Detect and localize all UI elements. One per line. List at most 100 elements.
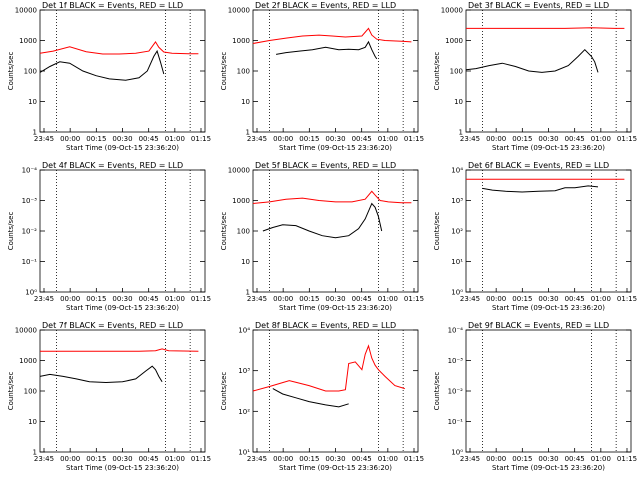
x-tick-label: 00:30 [538,295,558,303]
x-tick-label: 01:00 [591,135,611,143]
x-tick-label: 00:00 [486,455,506,463]
panel-title: Det 8f BLACK = Events, RED = LLD [255,321,396,330]
series-events [39,49,165,81]
x-tick-label: 23:45 [247,455,267,463]
x-tick-label: 23:45 [34,295,54,303]
x-tick-label: 01:15 [404,455,424,463]
plot-frame [39,169,206,293]
y-tick-label: 10⁻¹ [448,418,464,426]
y-tick-label: 1000 [445,37,463,45]
series-events [276,40,378,60]
x-tick-label: 23:45 [247,135,267,143]
series-lld [466,27,625,29]
x-axis-label: Start Time (09-Oct-15 23:36:20) [492,464,605,472]
x-axis-label: Start Time (09-Oct-15 23:36:20) [279,304,392,312]
plot-frame [39,9,206,133]
series-lld [40,348,199,352]
y-tick-label: 10⁻³ [448,357,464,365]
x-tick-label: 23:45 [247,295,267,303]
x-tick-label: 01:00 [591,455,611,463]
panel-title: Det 1f BLACK = Events, RED = LLD [42,1,183,10]
y-tick-label: 1 [33,129,37,137]
x-tick-label: 23:45 [34,135,54,143]
series-lld [39,40,199,55]
y-tick-label: 100 [237,68,250,76]
y-axis-label: Counts/sec [433,372,441,411]
y-tick-label: 100 [24,388,37,396]
plot-frame [39,329,206,453]
panel-det-1: Det 1f BLACK = Events, RED = LLD 1 10 100 10… [7,1,211,152]
x-tick-label: 00:00 [60,295,80,303]
x-tick-label: 01:15 [191,135,211,143]
x-tick-label: 00:00 [273,295,293,303]
plot-frame [465,169,632,293]
y-tick-label: 10000 [441,7,463,15]
panel-det-5: Det 5f BLACK = Events, RED = LLD 1 10 100 10… [220,161,424,312]
x-tick-label: 00:30 [538,455,558,463]
x-axis-label: Start Time (09-Oct-15 23:36:20) [279,144,392,152]
y-tick-label: 100 [237,228,250,236]
panel-det-3: Det 3f BLACK = Events, RED = LLD 1 10 100 10… [433,1,637,152]
x-tick-label: 01:15 [404,135,424,143]
x-tick-label: 01:15 [617,455,637,463]
y-tick-label: 10² [451,228,463,236]
x-tick-label: 00:30 [112,295,132,303]
series-events [272,388,349,408]
y-axis-label: Counts/sec [7,212,15,251]
x-tick-label: 00:15 [299,295,319,303]
x-tick-label: 00:45 [352,455,372,463]
x-axis-label: Start Time (09-Oct-15 23:36:20) [66,464,179,472]
y-axis-label: Counts/sec [220,372,228,411]
y-tick-label: 10⁻³ [22,197,38,205]
x-tick-label: 00:15 [512,135,532,143]
x-tick-label: 00:00 [273,135,293,143]
y-tick-label: 10² [238,408,250,416]
plot-frame [252,9,419,133]
y-tick-label: 1 [246,289,250,297]
panel-title: Det 3f BLACK = Events, RED = LLD [468,1,609,10]
panel-det-8: Det 8f BLACK = Events, RED = LLD 10¹ 10² 10… [220,321,424,472]
y-axis-label: Counts/sec [433,212,441,251]
x-tick-label: 01:00 [378,455,398,463]
y-tick-label: 10 [454,98,463,106]
y-tick-label: 10³ [238,367,250,375]
y-tick-label: 1 [459,129,463,137]
x-tick-label: 00:00 [486,135,506,143]
panel-det-9: Det 9f BLACK = Events, RED = LLD 10⁰ 10⁻¹ 1… [433,321,637,472]
y-tick-label: 10⁴ [238,327,250,335]
y-tick-label: 10 [241,98,250,106]
y-tick-label: 10⁴ [451,167,463,175]
x-tick-label: 00:30 [112,455,132,463]
x-tick-label: 01:15 [191,295,211,303]
y-tick-label: 10³ [451,197,463,205]
panel-title: Det 6f BLACK = Events, RED = LLD [468,161,609,170]
y-tick-label: 10⁰ [451,449,463,457]
y-tick-label: 10⁻⁴ [22,167,38,175]
series-lld [252,27,412,44]
y-tick-label: 10⁻² [22,228,38,236]
x-tick-label: 01:15 [191,455,211,463]
x-axis-label: Start Time (09-Oct-15 23:36:20) [492,304,605,312]
y-tick-label: 10⁻¹ [22,258,38,266]
y-tick-label: 1000 [19,37,37,45]
x-tick-label: 00:45 [139,455,159,463]
x-tick-label: 00:15 [86,135,106,143]
panel-title: Det 9f BLACK = Events, RED = LLD [468,321,609,330]
x-tick-label: 23:45 [460,455,480,463]
x-tick-label: 01:00 [591,295,611,303]
y-tick-label: 1000 [19,357,37,365]
panel-title: Det 2f BLACK = Events, RED = LLD [255,1,396,10]
series-events [482,185,599,193]
y-tick-label: 100 [450,68,463,76]
x-tick-label: 00:15 [299,455,319,463]
series-events [262,202,383,239]
x-tick-label: 01:15 [404,295,424,303]
x-tick-label: 00:45 [565,135,585,143]
x-tick-label: 01:15 [617,135,637,143]
y-tick-label: 10 [28,418,37,426]
x-tick-label: 00:00 [60,135,80,143]
x-tick-label: 00:45 [565,295,585,303]
x-tick-label: 01:00 [165,135,185,143]
x-tick-label: 23:45 [460,295,480,303]
y-tick-label: 10 [28,98,37,106]
